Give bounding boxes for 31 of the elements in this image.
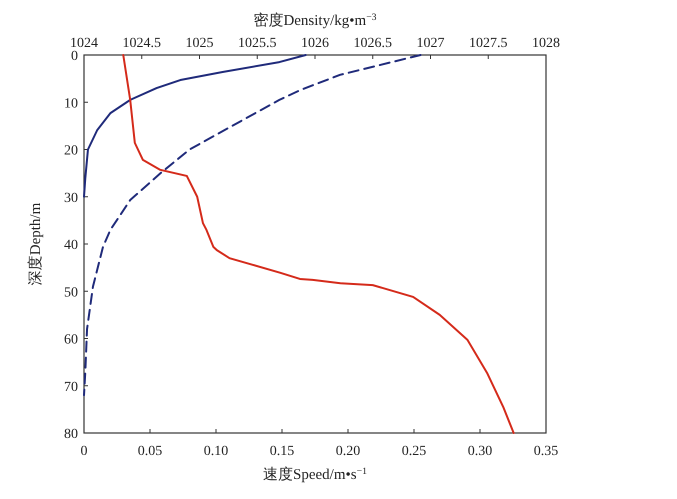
y-tick-label: 70 <box>64 380 78 395</box>
x2-tick-label: 1025 <box>186 36 214 51</box>
x-tick-label: 0.15 <box>270 444 294 459</box>
x2-tick-label: 1027.5 <box>469 36 508 51</box>
x2-tick-label: 1027 <box>416 36 444 51</box>
x-tick-label: 0.05 <box>138 444 162 459</box>
x2-tick-label: 1025.5 <box>238 36 276 51</box>
x2-tick-label: 1026.5 <box>354 36 392 51</box>
x-tick-label: 0.30 <box>468 444 492 459</box>
x2-tick-label: 1028 <box>532 36 560 51</box>
y-tick-label: 0 <box>71 49 78 64</box>
x-tick-label: 0 <box>80 444 88 459</box>
y-tick-label: 60 <box>64 332 78 348</box>
y-tick-label: 10 <box>64 96 78 112</box>
line-series <box>83 54 307 198</box>
x-tick-label: 0.20 <box>336 444 360 459</box>
y-axis-title: 深度Depth/m <box>27 202 44 286</box>
x-tick-label: 0.10 <box>204 444 228 459</box>
x-tick-label: 0.35 <box>534 444 558 459</box>
x-axis-title: 速度Speed/m•s$^{−1}$ <box>263 466 368 483</box>
x2-tick-label: 1026 <box>301 36 329 51</box>
y-tick-label: 20 <box>64 144 78 158</box>
x2-tick-label: 1024 <box>70 36 98 51</box>
x2-tick-label: 1024.5 <box>122 36 161 51</box>
y-tick-label: 30 <box>64 190 78 206</box>
x2-axis-title: 密度Density/kg•m$^{−3}$ <box>253 12 377 29</box>
x-tick-label: 0.25 <box>402 444 426 459</box>
y-tick-label: 50 <box>64 285 78 300</box>
y-tick-label: 40 <box>64 238 78 253</box>
y-tick-label: 80 <box>64 427 78 442</box>
line-series <box>83 54 422 396</box>
